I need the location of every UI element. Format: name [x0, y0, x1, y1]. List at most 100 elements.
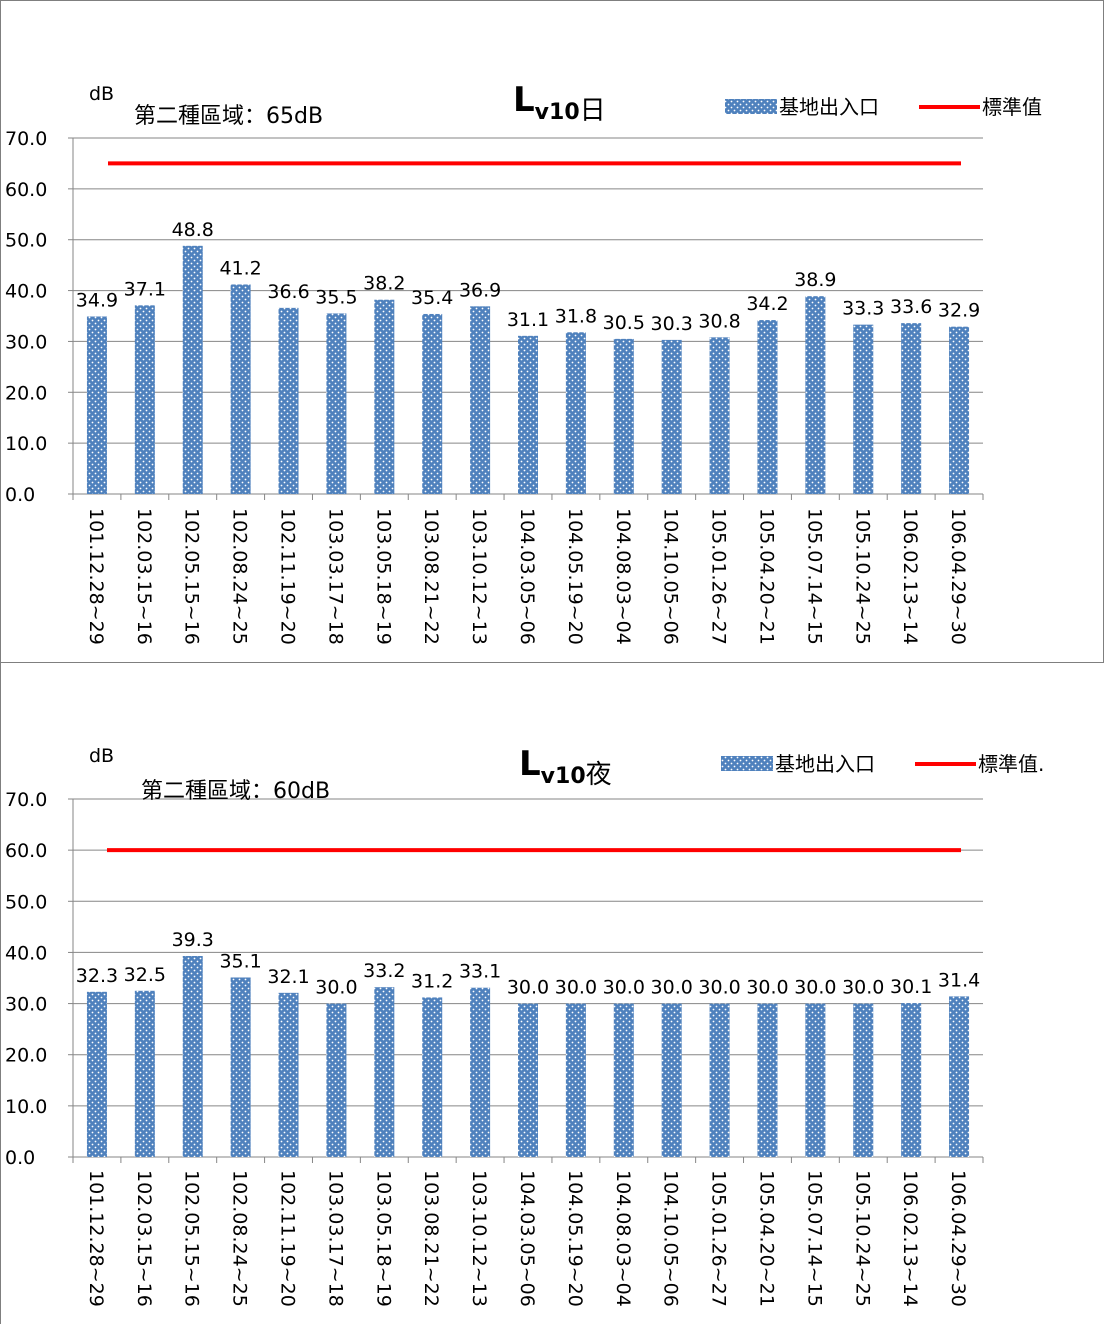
data-label: 35.4	[411, 287, 453, 309]
data-label: 30.0	[507, 977, 549, 999]
bar	[805, 296, 826, 494]
bar	[86, 316, 107, 494]
data-label: 31.8	[555, 305, 597, 327]
y-tick-label: 40.0	[5, 942, 47, 964]
x-tick-label: 105.01.26~27	[708, 1170, 730, 1307]
y-tick-label: 0.0	[5, 1147, 35, 1169]
x-tick-label: 106.02.13~14	[899, 508, 921, 645]
bar	[230, 284, 251, 494]
bar	[86, 991, 107, 1157]
bar	[661, 339, 682, 494]
y-tick-label: 10.0	[5, 433, 47, 455]
bar	[278, 307, 299, 494]
x-tick-label: 106.04.29~30	[947, 1170, 969, 1307]
data-label: 30.0	[698, 977, 740, 999]
y-tick-label: 50.0	[5, 891, 47, 913]
data-label: 36.9	[459, 279, 501, 301]
bar	[661, 1003, 682, 1157]
bar	[805, 1003, 826, 1157]
data-label: 33.6	[890, 296, 932, 318]
x-tick-label: 102.11.19~20	[277, 1170, 299, 1307]
bar	[709, 1003, 730, 1157]
bar	[853, 1003, 874, 1157]
x-tick-label: 105.07.14~15	[803, 1170, 825, 1307]
bar	[470, 306, 491, 494]
bar	[230, 977, 251, 1157]
data-label: 39.3	[172, 929, 214, 951]
y-tick-label: 0.0	[5, 484, 35, 506]
x-tick-label: 102.08.24~25	[229, 1170, 251, 1307]
y-tick-label: 20.0	[5, 382, 47, 404]
x-tick-label: 103.08.21~22	[420, 508, 442, 645]
data-label: 30.0	[603, 977, 645, 999]
x-tick-label: 104.03.05~06	[516, 508, 538, 645]
zone-label: 第二種區域：60dB	[141, 779, 330, 804]
x-tick-label: 102.05.15~16	[181, 508, 203, 645]
y-tick-label: 30.0	[5, 331, 47, 353]
data-label: 41.2	[219, 257, 261, 279]
x-tick-label: 102.03.15~16	[133, 508, 155, 645]
chart-title: Lv10夜	[519, 744, 612, 790]
data-label: 38.2	[363, 273, 405, 295]
bar	[565, 1003, 586, 1157]
data-label: 38.9	[794, 269, 836, 291]
x-tick-label: 101.12.28~29	[85, 508, 107, 645]
x-tick-label: 103.10.12~13	[468, 1170, 490, 1307]
zone-label: 第二種區域：65dB	[134, 104, 323, 129]
x-tick-label: 105.04.20~21	[755, 508, 777, 645]
x-tick-label: 105.10.24~25	[851, 508, 873, 645]
legend-label-line: 標準值.	[978, 752, 1044, 776]
data-label: 34.2	[746, 293, 788, 315]
bar	[901, 1003, 922, 1157]
bar	[853, 324, 874, 494]
bar	[709, 337, 730, 494]
y-tick-label: 10.0	[5, 1096, 47, 1118]
bar	[949, 326, 970, 494]
data-label: 31.4	[938, 969, 980, 991]
data-label: 33.2	[363, 960, 405, 982]
bar	[470, 987, 491, 1157]
data-label: 30.0	[842, 977, 884, 999]
data-label: 32.5	[124, 964, 166, 986]
y-unit-label: dB	[89, 83, 114, 105]
data-label: 30.3	[651, 313, 693, 335]
y-tick-label: 70.0	[5, 128, 47, 150]
bar	[422, 997, 443, 1157]
x-tick-label: 104.08.03~04	[612, 1170, 634, 1307]
bar	[326, 1003, 347, 1157]
x-tick-label: 103.10.12~13	[468, 508, 490, 645]
legend-swatch-bar	[721, 756, 773, 771]
bar	[518, 335, 538, 494]
data-label: 30.5	[603, 312, 645, 334]
data-label: 32.3	[76, 965, 118, 987]
x-tick-label: 103.05.18~19	[372, 508, 394, 645]
data-label: 30.0	[315, 977, 357, 999]
legend-label-bar: 基地出入口	[779, 95, 879, 119]
bar	[278, 992, 299, 1157]
data-label: 32.1	[267, 966, 309, 988]
x-tick-label: 104.10.05~06	[660, 1170, 682, 1307]
x-tick-label: 104.05.19~20	[564, 508, 586, 645]
data-label: 30.0	[555, 977, 597, 999]
chart-panel-day: 0.0 10.0 20.0 30.0 40.0 50.0 60.0 70.0 34.9 37.1 4…	[0, 0, 1104, 662]
x-tick-label: 105.04.20~21	[755, 1170, 777, 1307]
x-tick-label: 103.03.17~18	[324, 508, 346, 645]
data-label: 35.1	[219, 950, 261, 972]
chart-panel-night: 0.0 10.0 20.0 30.0 40.0 50.0 60.0 70.0 32.3 32.5 3…	[0, 662, 1104, 1324]
x-tick-label: 106.02.13~14	[899, 1170, 921, 1307]
x-tick-label: 105.10.24~25	[851, 1170, 873, 1307]
bar	[901, 323, 922, 494]
bar	[182, 245, 203, 494]
data-label: 30.0	[651, 977, 693, 999]
x-tick-label: 104.10.05~06	[660, 508, 682, 645]
bar	[422, 313, 443, 494]
data-label: 48.8	[172, 219, 214, 241]
data-label: 34.9	[76, 290, 118, 312]
x-tick-label: 102.03.15~16	[133, 1170, 155, 1307]
x-tick-label: 101.12.28~29	[85, 1170, 107, 1307]
x-tick-label: 102.11.19~20	[277, 508, 299, 645]
bar	[326, 313, 347, 494]
x-tick-label: 105.07.14~15	[803, 508, 825, 645]
data-label: 30.1	[890, 976, 932, 998]
y-tick-label: 30.0	[5, 994, 47, 1016]
